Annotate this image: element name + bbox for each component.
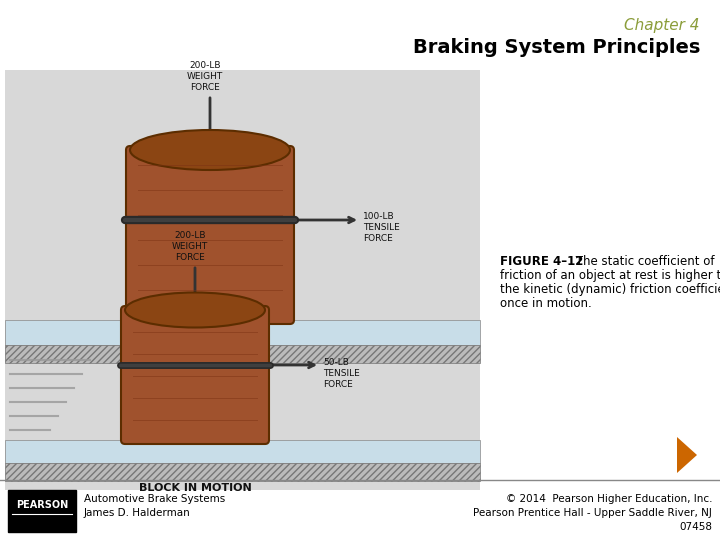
- Text: Chapter 4: Chapter 4: [624, 18, 700, 33]
- Text: PEARSON: PEARSON: [16, 500, 68, 510]
- Text: 200-LB
WEIGHT
FORCE: 200-LB WEIGHT FORCE: [187, 61, 223, 92]
- Text: friction of an object at rest is higher than: friction of an object at rest is higher …: [500, 269, 720, 282]
- Text: 100-LB
TENSILE
FORCE: 100-LB TENSILE FORCE: [363, 212, 400, 243]
- Text: Pearson Prentice Hall - Upper Saddle River, NJ: Pearson Prentice Hall - Upper Saddle Riv…: [473, 508, 712, 518]
- Text: 200-LB
WEIGHT
FORCE: 200-LB WEIGHT FORCE: [172, 231, 208, 262]
- Text: James D. Halderman: James D. Halderman: [84, 508, 191, 518]
- Text: 50-LB
TENSILE
FORCE: 50-LB TENSILE FORCE: [323, 358, 360, 389]
- Text: Automotive Brake Systems: Automotive Brake Systems: [84, 494, 225, 504]
- Text: The static coefficient of: The static coefficient of: [572, 255, 714, 268]
- FancyBboxPatch shape: [126, 146, 294, 324]
- Text: FIGURE 4–12: FIGURE 4–12: [500, 255, 583, 268]
- Bar: [8, 490, 76, 532]
- Text: BLOCK AT REST: BLOCK AT REST: [162, 367, 258, 377]
- Text: BLOCK IN MOTION: BLOCK IN MOTION: [139, 483, 251, 493]
- Bar: [5, 345, 480, 363]
- Bar: [5, 320, 480, 345]
- FancyBboxPatch shape: [121, 306, 269, 444]
- Text: Braking System Principles: Braking System Principles: [413, 38, 700, 57]
- Polygon shape: [677, 437, 697, 473]
- Ellipse shape: [130, 130, 290, 170]
- Bar: [5, 70, 480, 490]
- Text: © 2014  Pearson Higher Education, Inc.: © 2014 Pearson Higher Education, Inc.: [505, 494, 712, 504]
- Bar: [5, 463, 480, 481]
- Text: once in motion.: once in motion.: [500, 297, 592, 310]
- Text: the kinetic (dynamic) friction coefficient: the kinetic (dynamic) friction coefficie…: [500, 283, 720, 296]
- Ellipse shape: [125, 293, 265, 327]
- Bar: [5, 440, 480, 463]
- Text: 07458: 07458: [679, 522, 712, 532]
